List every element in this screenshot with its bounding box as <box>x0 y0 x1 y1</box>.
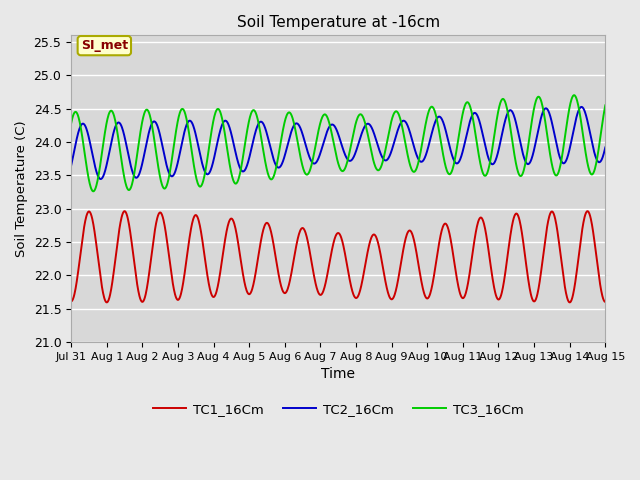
Line: TC2_16Cm: TC2_16Cm <box>71 107 605 179</box>
TC2_16Cm <box>277 163 285 168</box>
Legend: TC1_16Cm, TC2_16Cm, TC3_16Cm: TC1_16Cm, TC2_16Cm, TC3_16Cm <box>148 398 529 421</box>
TC1_16Cm <box>121 208 129 214</box>
TC2_16Cm <box>578 104 586 110</box>
TC3_16Cm <box>291 121 298 127</box>
TC1_16Cm <box>186 235 193 241</box>
TC1_16Cm <box>420 291 428 297</box>
TC3_16Cm <box>186 133 193 139</box>
TC1_16Cm <box>554 234 562 240</box>
Text: SI_met: SI_met <box>81 39 128 52</box>
TC2_16Cm <box>186 118 193 123</box>
TC2_16Cm <box>67 163 75 168</box>
TC3_16Cm <box>67 120 75 126</box>
TC2_16Cm <box>97 176 105 182</box>
TC2_16Cm <box>508 109 516 115</box>
TC1_16Cm <box>602 299 609 305</box>
TC3_16Cm <box>570 92 578 98</box>
TC1_16Cm <box>277 283 285 289</box>
TC3_16Cm <box>508 137 516 143</box>
TC1_16Cm <box>67 299 75 304</box>
Line: TC1_16Cm: TC1_16Cm <box>71 211 605 302</box>
TC1_16Cm <box>508 222 516 228</box>
TC1_16Cm <box>566 300 573 305</box>
TC3_16Cm <box>602 102 609 108</box>
TC1_16Cm <box>291 255 298 261</box>
TC2_16Cm <box>291 122 298 128</box>
TC3_16Cm <box>90 189 97 194</box>
TC2_16Cm <box>554 149 562 155</box>
TC2_16Cm <box>602 144 609 150</box>
TC3_16Cm <box>277 137 285 143</box>
TC2_16Cm <box>420 156 428 162</box>
Line: TC3_16Cm: TC3_16Cm <box>71 95 605 192</box>
TC3_16Cm <box>420 129 428 134</box>
Title: Soil Temperature at -16cm: Soil Temperature at -16cm <box>237 15 440 30</box>
X-axis label: Time: Time <box>321 367 355 382</box>
Y-axis label: Soil Temperature (C): Soil Temperature (C) <box>15 120 28 257</box>
TC3_16Cm <box>554 170 562 176</box>
